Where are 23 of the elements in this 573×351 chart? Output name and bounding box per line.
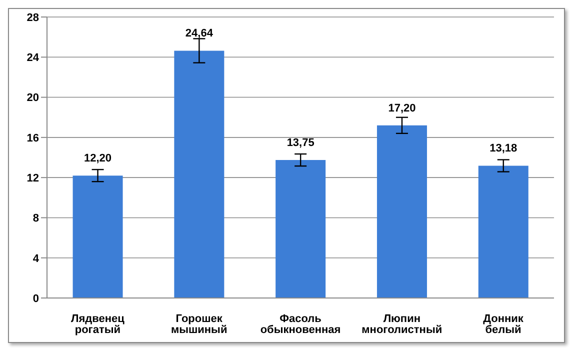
bar bbox=[376, 125, 427, 298]
y-tick-label: 24 bbox=[26, 52, 40, 64]
bar bbox=[174, 50, 224, 298]
bar bbox=[478, 166, 528, 298]
y-tick-label: 16 bbox=[26, 132, 39, 144]
y-tick-label: 4 bbox=[32, 252, 40, 265]
bar bbox=[276, 160, 326, 298]
x-tick-label: Фасоль обыкновенная bbox=[260, 312, 341, 336]
x-tick-label: Люпин многолистный bbox=[362, 312, 442, 336]
y-tick-label: 0 bbox=[32, 292, 39, 305]
y-tick-label: 12 bbox=[26, 172, 39, 184]
x-tick-label: Донник белый bbox=[483, 312, 524, 336]
y-tick-label: 8 bbox=[32, 212, 39, 225]
data-label: 24,64 bbox=[185, 28, 214, 40]
x-tick-label: Лядвенец рогатый bbox=[71, 312, 125, 336]
data-label: 12,20 bbox=[84, 152, 112, 165]
data-label: 13,75 bbox=[286, 137, 314, 150]
data-label: 17,20 bbox=[388, 102, 416, 114]
bar bbox=[72, 176, 123, 298]
y-tick-label: 28 bbox=[26, 12, 39, 24]
x-tick-label: Горошек мышиный bbox=[170, 312, 228, 336]
data-label: 13,18 bbox=[490, 142, 518, 155]
y-tick-label: 20 bbox=[26, 92, 39, 104]
